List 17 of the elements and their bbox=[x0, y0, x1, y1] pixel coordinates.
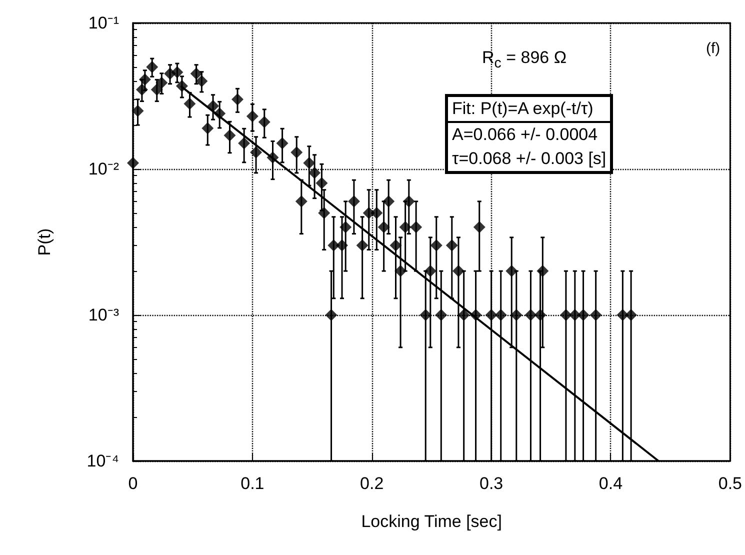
y-axis-title: P(t) bbox=[35, 228, 54, 256]
y-tick-label: 10⁻³ bbox=[88, 306, 120, 324]
x-tick-label: 0.3 bbox=[479, 474, 504, 493]
y-tick-label: 10⁻² bbox=[88, 160, 120, 178]
x-tick-label: 0.1 bbox=[240, 474, 264, 493]
annotation: τ=0.068 +/- 0.003 [s] bbox=[451, 148, 608, 170]
annotation: (f) bbox=[706, 40, 720, 57]
x-tick-label: 0.5 bbox=[718, 474, 742, 493]
x-tick-label: 0 bbox=[128, 474, 138, 493]
equation-box: Fit: P(t)=A exp(-t/τ) A=0.066 +/- 0.0004 τ=0.068 +/- 0.003 [s] bbox=[445, 94, 614, 174]
annotation: Fit: P(t)=A exp(-t/τ) bbox=[451, 98, 594, 120]
x-axis-title: Locking Time [sec] bbox=[361, 512, 502, 531]
annotation: A=0.066 +/- 0.0004 bbox=[448, 121, 610, 147]
y-tick-label: 10⁻¹ bbox=[88, 14, 120, 32]
x-tick-label: 0.2 bbox=[360, 474, 384, 493]
y-tick-label: 10⁻⁴ bbox=[86, 452, 119, 470]
x-tick-label: 0.4 bbox=[598, 474, 623, 493]
